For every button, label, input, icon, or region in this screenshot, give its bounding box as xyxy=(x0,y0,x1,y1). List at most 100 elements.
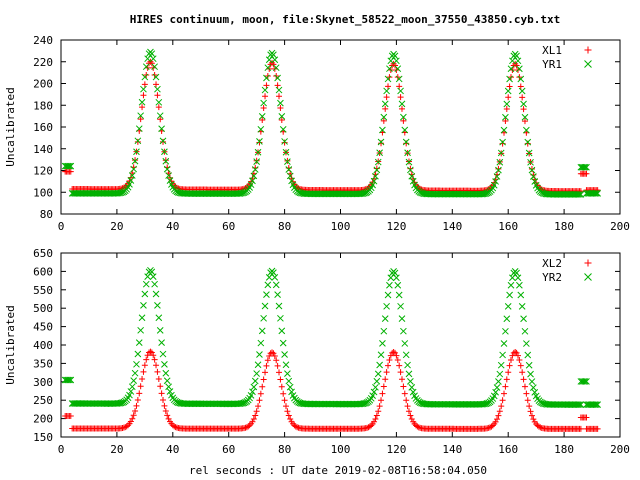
data-point xyxy=(160,396,167,403)
data-point xyxy=(253,157,260,164)
data-point xyxy=(581,163,589,171)
data-point xyxy=(499,351,506,359)
data-point xyxy=(583,170,590,177)
data-point xyxy=(373,377,381,385)
data-point xyxy=(516,356,523,363)
data-point xyxy=(251,377,259,385)
data-point xyxy=(250,172,258,180)
data-point xyxy=(120,424,127,431)
data-point xyxy=(142,280,150,288)
data-point xyxy=(524,138,532,146)
data-point xyxy=(157,383,164,390)
data-point xyxy=(154,302,161,309)
data-point xyxy=(158,390,165,397)
data-point xyxy=(404,361,411,369)
data-point xyxy=(383,87,390,95)
data-point xyxy=(495,166,502,174)
x-tick-label: 20 xyxy=(110,220,123,233)
data-point xyxy=(378,397,385,404)
data-point xyxy=(492,418,499,425)
data-point xyxy=(134,396,141,403)
data-point xyxy=(67,376,75,384)
data-point xyxy=(149,55,157,63)
data-point xyxy=(162,157,170,165)
data-point xyxy=(133,360,140,368)
data-point xyxy=(156,326,164,334)
panel-bottom: 0 20 40 60 80 100 120 140 160 180 200 150 200 250 300 3… xyxy=(4,247,630,456)
data-point xyxy=(398,376,405,383)
data-point xyxy=(401,126,409,134)
data-point xyxy=(405,158,413,166)
data-point xyxy=(384,291,392,299)
data-point xyxy=(258,113,266,120)
data-point xyxy=(591,401,599,408)
data-point xyxy=(379,390,386,397)
data-point xyxy=(523,340,530,347)
data-point xyxy=(284,157,291,164)
data-point xyxy=(287,415,294,422)
data-point xyxy=(514,352,521,359)
data-point xyxy=(263,291,270,298)
data-point xyxy=(380,327,388,335)
data-point xyxy=(292,423,299,430)
data-point xyxy=(512,348,519,355)
data-point xyxy=(278,113,286,120)
data-point xyxy=(281,138,288,145)
data-point xyxy=(409,388,417,396)
data-point xyxy=(524,351,532,359)
data-point xyxy=(380,117,387,124)
data-point xyxy=(137,116,144,123)
data-point xyxy=(269,349,276,356)
data-point xyxy=(264,64,272,72)
data-point xyxy=(150,352,157,359)
data-point xyxy=(379,126,386,134)
data-point xyxy=(256,351,263,358)
data-point xyxy=(403,397,410,404)
data-point xyxy=(518,303,526,310)
data-point xyxy=(263,74,270,82)
data-point xyxy=(257,339,265,347)
data-point xyxy=(277,99,284,107)
data-point xyxy=(165,415,172,422)
data-point xyxy=(517,291,525,299)
data-point xyxy=(499,397,506,404)
data-point xyxy=(502,327,509,335)
data-point xyxy=(282,403,289,410)
data-point xyxy=(376,149,383,157)
data-point xyxy=(391,52,399,60)
data-point xyxy=(266,352,273,359)
x-tick-label: 180 xyxy=(554,220,574,233)
data-point xyxy=(528,412,535,419)
data-point xyxy=(155,104,162,111)
data-point xyxy=(503,100,511,108)
data-point xyxy=(372,416,379,423)
data-point xyxy=(127,388,135,395)
data-point xyxy=(592,189,600,197)
data-point xyxy=(137,326,145,334)
data-point xyxy=(503,376,510,383)
y-tick-label: 220 xyxy=(33,56,53,69)
data-point xyxy=(397,369,404,376)
data-point xyxy=(242,424,249,431)
data-point xyxy=(130,412,137,419)
data-point xyxy=(256,139,263,146)
data-point xyxy=(260,104,267,111)
data-point xyxy=(140,368,147,375)
data-point xyxy=(496,370,504,378)
data-point xyxy=(490,181,498,189)
data-point xyxy=(495,378,502,385)
data-point xyxy=(530,173,537,180)
data-point xyxy=(252,412,259,419)
data-point xyxy=(151,63,158,71)
data-point xyxy=(384,75,392,83)
data-point xyxy=(576,401,583,408)
data-point xyxy=(277,314,284,322)
data-point xyxy=(408,172,416,180)
data-point xyxy=(275,86,283,94)
data-point xyxy=(401,390,408,397)
data-point xyxy=(398,315,406,322)
y-tick-label: 450 xyxy=(33,321,53,334)
data-point xyxy=(162,408,169,415)
data-point xyxy=(492,178,499,185)
data-point xyxy=(506,75,513,83)
